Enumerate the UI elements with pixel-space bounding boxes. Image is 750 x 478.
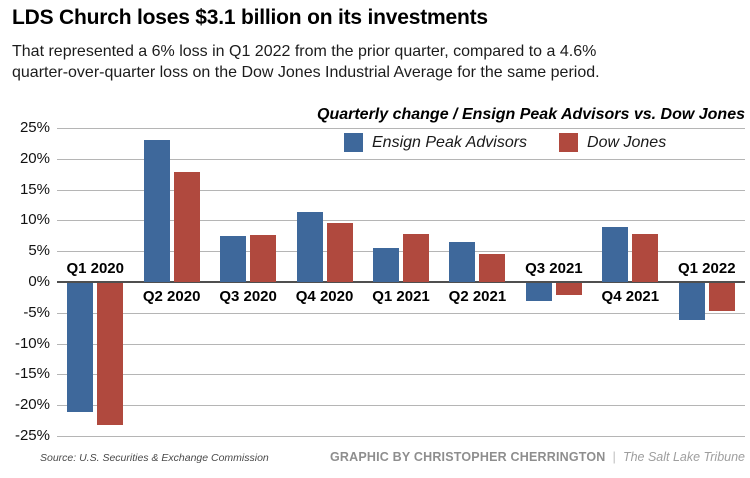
bar-ensign-q4-2020 — [296, 212, 323, 282]
x-axis-label: Q2 2020 — [142, 288, 201, 305]
bar-ensign-q2-2021 — [449, 241, 476, 282]
legend-label-ensign: Ensign Peak Advisors — [372, 133, 528, 151]
bar-dow-q1-2020 — [97, 283, 124, 425]
gridline — [57, 220, 745, 222]
y-axis-label: 10% — [19, 211, 50, 229]
gridline — [57, 436, 745, 437]
y-axis-label: 25% — [19, 119, 50, 136]
x-axis-label: Q1 2020 — [66, 260, 124, 277]
y-axis-label: -10% — [14, 334, 50, 352]
bar-ensign-q1-2020 — [67, 283, 94, 413]
subtitle-line-1: That represented a 6% loss in Q1 2022 fr… — [12, 43, 597, 60]
y-axis-label: 20% — [19, 149, 50, 167]
gridline — [57, 189, 745, 191]
zero-axis-line — [57, 281, 745, 283]
y-axis-label: 15% — [19, 180, 50, 198]
bar-ensign-q2-2020 — [143, 140, 170, 282]
bar-dow-q4-2021 — [632, 233, 659, 282]
y-axis-label: 5% — [28, 242, 50, 260]
x-axis-label: Q1 2022 — [677, 260, 736, 277]
credit-separator: | — [612, 449, 616, 464]
legend-swatch-red-icon — [559, 133, 579, 152]
y-axis-label: -20% — [14, 396, 50, 414]
bar-chart-plot-area: Q1 2020 Q2 2020 Q3 2020 Q4 2020 Q1 2021 Q2 20… — [57, 128, 745, 437]
gridline — [57, 374, 745, 376]
gridline — [57, 343, 745, 345]
bar-dow-q1-2022 — [708, 283, 735, 312]
x-axis-label: Q3 2021 — [525, 260, 583, 277]
bar-dow-q2-2020 — [173, 172, 200, 282]
bar-dow-q2-2021 — [479, 253, 506, 282]
bar-dow-q1-2021 — [403, 233, 429, 282]
bar-ensign-q3-2021 — [525, 283, 552, 302]
bar-dow-q3-2021 — [555, 283, 582, 295]
source-attribution: Source: U.S. Securities & Exchange Commi… — [40, 452, 269, 464]
subtitle: That represented a 6% loss in Q1 2022 fr… — [12, 41, 600, 83]
gridline — [57, 128, 745, 129]
bar-ensign-q1-2021 — [373, 248, 399, 282]
bar-ensign-q1-2022 — [678, 283, 705, 320]
legend-label-dow: Dow Jones — [587, 133, 667, 151]
chart-title: Quarterly change / Ensign Peak Advisors … — [317, 106, 745, 123]
x-axis-label: Q1 2021 — [372, 288, 430, 305]
bar-ensign-q4-2021 — [602, 226, 629, 282]
legend-item-dow: Dow Jones — [559, 133, 666, 152]
x-axis-label: Q4 2021 — [601, 288, 660, 305]
x-axis-label: Q3 2020 — [219, 288, 277, 305]
bar-ensign-q3-2020 — [220, 235, 247, 282]
credits: GRAPHIC BY CHRISTOPHER CHERRINGTON | The… — [330, 449, 745, 464]
gridline — [57, 158, 745, 160]
gridline — [57, 312, 745, 314]
subtitle-line-2: quarter-over-quarter loss on the Dow Jon… — [12, 64, 600, 81]
legend-swatch-blue-icon — [344, 133, 363, 152]
bar-dow-q3-2020 — [250, 235, 277, 282]
bar-dow-q4-2020 — [326, 223, 353, 282]
y-axis-label: -25% — [14, 427, 50, 444]
gridline — [57, 405, 745, 407]
x-axis-label: Q2 2021 — [448, 288, 507, 305]
y-axis-label: -15% — [14, 365, 50, 383]
chart-legend: Ensign Peak Advisors Dow Jones — [344, 133, 666, 152]
credit-graphic-by: GRAPHIC BY CHRISTOPHER CHERRINGTON — [329, 450, 606, 464]
headline: LDS Church loses $3.1 billion on its inv… — [12, 6, 488, 29]
gridline — [57, 251, 745, 253]
credit-publication: The Salt Lake Tribune — [622, 450, 745, 464]
x-axis-label: Q4 2020 — [295, 288, 354, 305]
y-axis-label: -5% — [23, 303, 50, 321]
legend-item-ensign: Ensign Peak Advisors — [344, 133, 527, 152]
y-axis-label: 0% — [28, 273, 50, 290]
